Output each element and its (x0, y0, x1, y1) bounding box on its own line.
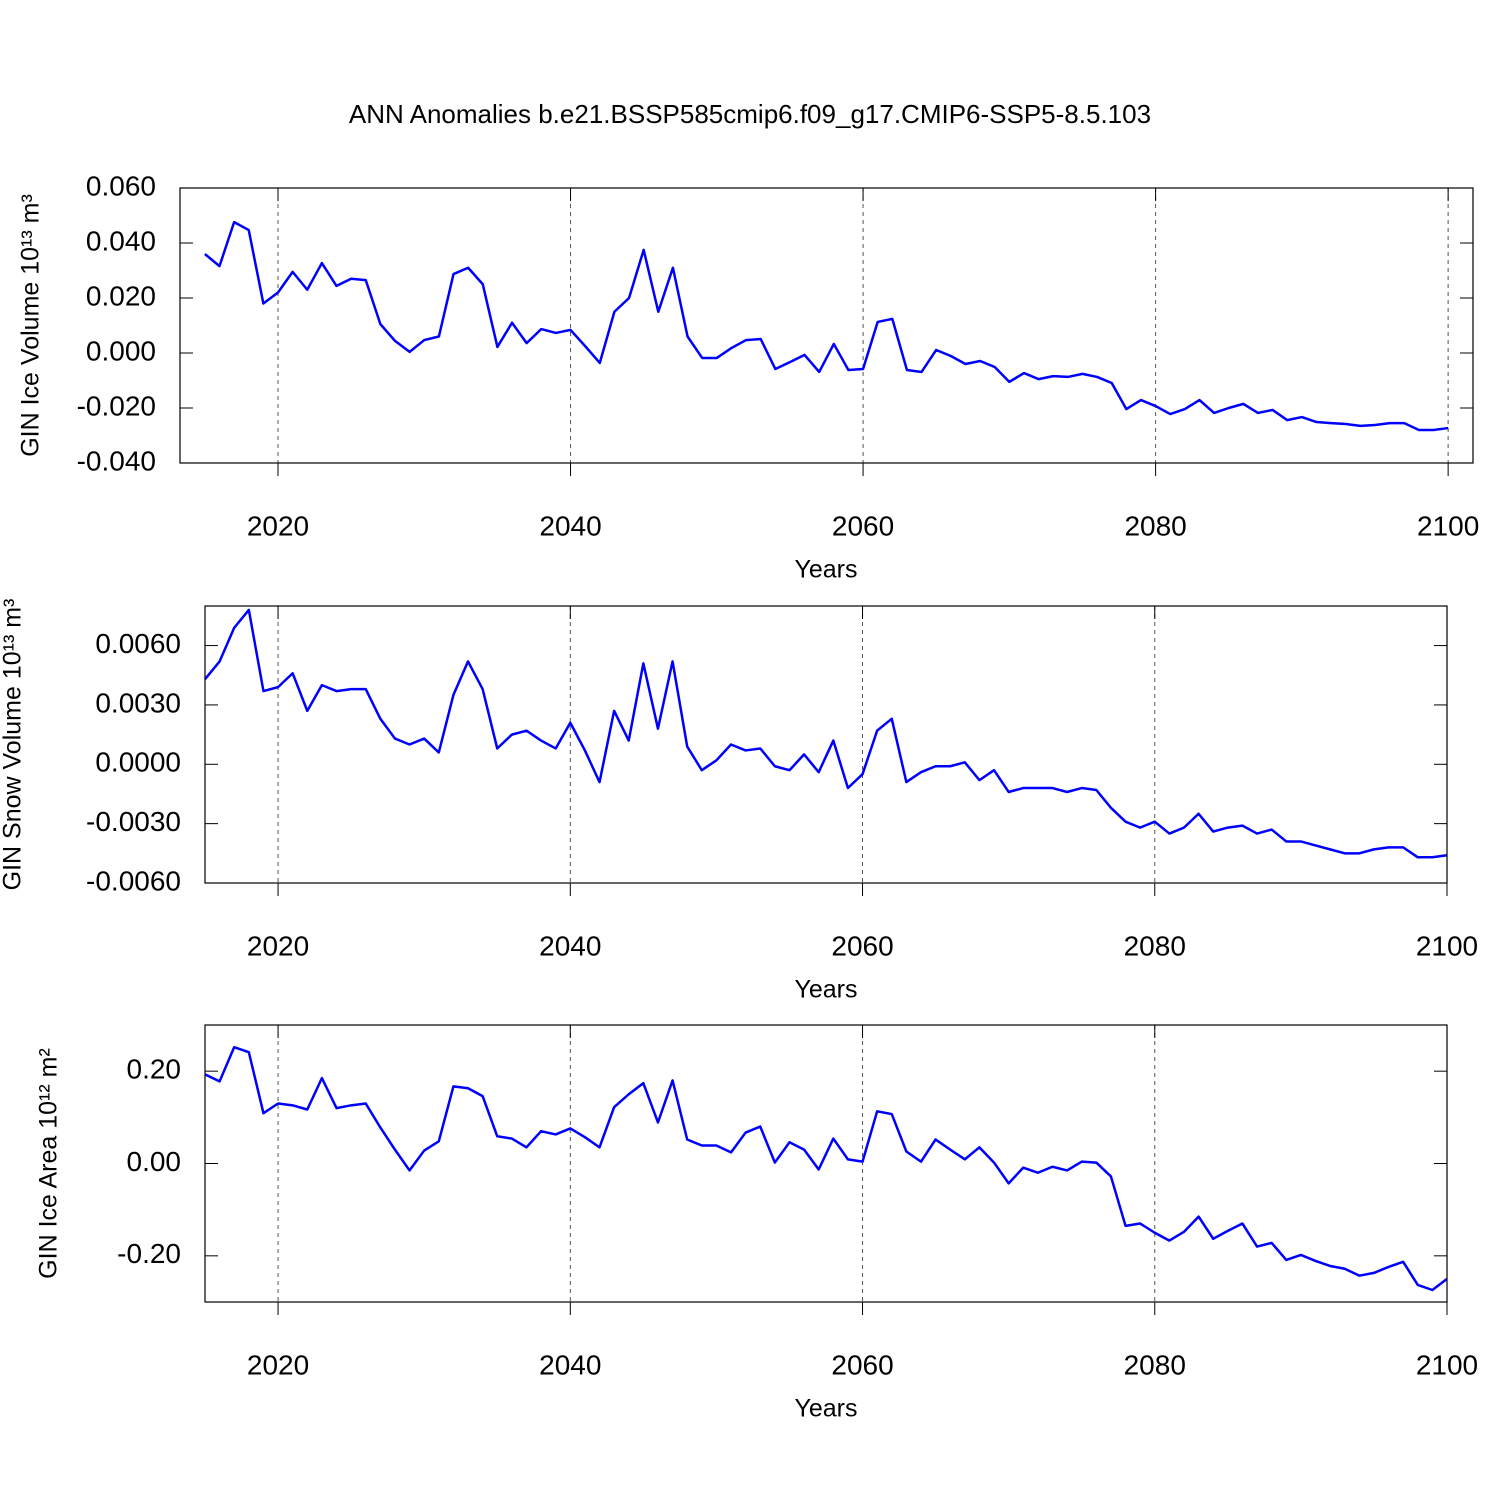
x-tick-label: 2080 (1124, 1349, 1186, 1380)
data-line (204, 608, 1448, 859)
plot-frame (204, 1024, 1448, 1303)
x-tick-label: 2020 (247, 510, 309, 541)
y-tick-label: 0.00 (127, 1146, 182, 1177)
y-tick-label: 0.040 (86, 225, 156, 256)
y-tick-label: -0.20 (117, 1238, 181, 1269)
plot-frame (204, 605, 1448, 884)
x-tick-label: 2020 (247, 1349, 309, 1380)
y-axis-label: GIN Ice Area 10¹² m² (35, 1048, 63, 1279)
x-tick-label: 2040 (539, 930, 601, 961)
x-tick-label: 2080 (1124, 510, 1186, 541)
x-tick-label: 2040 (539, 510, 601, 541)
x-tick-label: 2060 (831, 1349, 893, 1380)
y-tick-label: 0.000 (86, 335, 156, 366)
x-axis-label: Years (794, 1395, 857, 1423)
x-axis-label: Years (794, 556, 857, 584)
y-axis-label: GIN Ice Volume 10¹³ m³ (17, 194, 45, 457)
y-tick-label: 0.020 (86, 280, 156, 311)
plot-frame (179, 187, 1474, 464)
x-tick-label: 2020 (247, 930, 309, 961)
y-tick-label: -0.0060 (86, 865, 181, 896)
x-tick-label: 2100 (1416, 1349, 1478, 1380)
x-tick-label: 2100 (1417, 510, 1479, 541)
y-tick-label: -0.0030 (86, 806, 181, 837)
x-tick-label: 2100 (1416, 930, 1478, 961)
y-tick-label: 0.060 (86, 170, 156, 201)
y-tick-label: -0.020 (77, 390, 156, 421)
figure-title: ANN Anomalies b.e21.BSSP585cmip6.f09_g17… (349, 99, 1151, 129)
data-line (204, 220, 1449, 432)
y-tick-label: 0.0030 (95, 687, 181, 718)
y-axis-label: GIN Snow Volume 10¹³ m³ (0, 599, 27, 891)
data-line (204, 1045, 1448, 1292)
y-tick-label: -0.040 (77, 445, 156, 476)
y-tick-label: 0.20 (127, 1054, 182, 1085)
x-tick-label: 2040 (539, 1349, 601, 1380)
x-tick-label: 2060 (832, 510, 894, 541)
y-tick-label: 0.0000 (95, 747, 181, 778)
y-tick-label: 0.0060 (95, 628, 181, 659)
x-tick-label: 2060 (831, 930, 893, 961)
x-tick-label: 2080 (1124, 930, 1186, 961)
x-axis-label: Years (794, 976, 857, 1004)
